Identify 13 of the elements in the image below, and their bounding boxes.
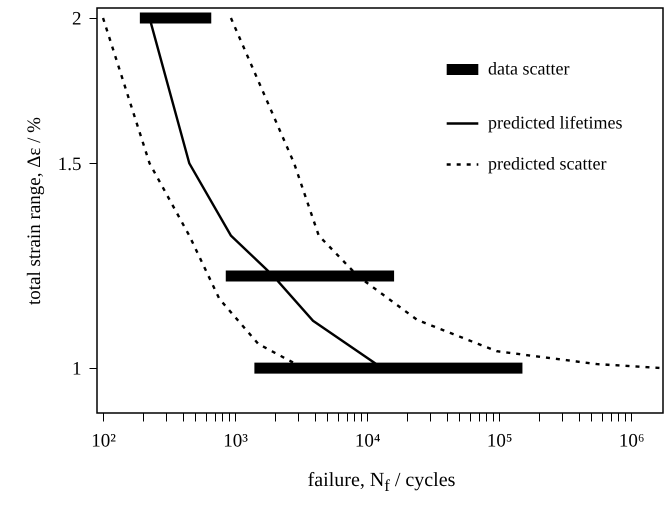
legend-label: data scatter <box>488 58 570 78</box>
y-tick-label: 1 <box>72 358 82 380</box>
y-axis-title: total strain range, Δε / % <box>24 116 45 305</box>
legend-label: predicted scatter <box>488 154 606 174</box>
x-tick-label: 10² <box>91 430 116 452</box>
x-tick-label: 10³ <box>223 430 248 452</box>
legend-label: predicted lifetimes <box>488 112 622 132</box>
x-tick-label: 10⁵ <box>486 430 512 452</box>
x-axis-title: failure, N$_{f}$ / cycles <box>306 468 456 497</box>
x-tick-label: 10⁶ <box>618 430 645 452</box>
y-tick-label: 1.5 <box>58 154 82 175</box>
x-tick-label: 10⁴ <box>354 430 381 452</box>
y-tick-label: 2 <box>72 8 82 30</box>
